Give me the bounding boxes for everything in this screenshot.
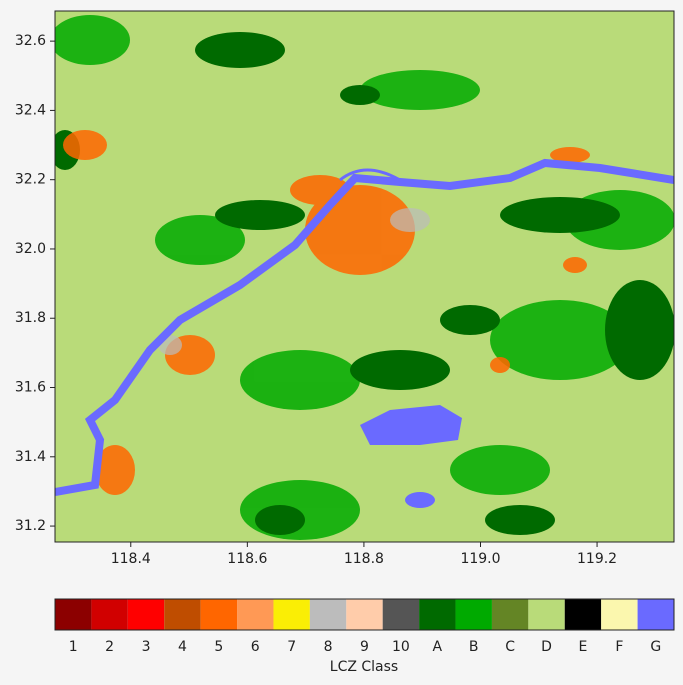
lake <box>405 492 435 508</box>
colorbar-title: LCZ Class <box>330 659 398 675</box>
y-tick-label: 32.0 <box>15 241 46 257</box>
map-image <box>55 11 674 542</box>
colorbar-label: D <box>541 639 552 655</box>
colorbar-label: 5 <box>214 639 223 655</box>
colorbar-label: 2 <box>105 639 114 655</box>
colorbar-swatch <box>55 599 92 630</box>
colorbar-label: 8 <box>324 639 333 655</box>
x-tick-label: 119.2 <box>577 551 617 567</box>
colorbar-swatch <box>455 599 492 630</box>
colorbar-label: 6 <box>251 639 260 655</box>
colorbar: 1 2 3 4 5 6 7 8 9 10 A B C D E F G <box>54 598 675 655</box>
colorbar-swatch <box>164 599 201 630</box>
map-frame <box>54 10 675 543</box>
lake <box>360 405 462 445</box>
colorbar-label: 1 <box>69 639 78 655</box>
colorbar-swatch <box>309 599 347 630</box>
x-tick-label: 118.4 <box>111 551 151 567</box>
colorbar-swatch <box>637 599 674 630</box>
colorbar-swatch <box>91 599 128 630</box>
colorbar-frame <box>54 598 675 631</box>
colorbar-swatch <box>528 599 565 630</box>
colorbar-label: A <box>433 639 443 655</box>
y-tick-label: 31.8 <box>15 310 46 326</box>
colorbar-label: 9 <box>360 639 369 655</box>
colorbar-swatch <box>200 599 238 630</box>
colorbar-label: F <box>615 639 623 655</box>
colorbar-swatch <box>382 599 420 630</box>
colorbar-swatch <box>127 599 165 630</box>
colorbar-swatch <box>564 599 602 630</box>
colorbar-label: G <box>650 639 661 655</box>
colorbar-label: C <box>505 639 515 655</box>
colorbar-swatch <box>419 599 456 630</box>
y-tick-label: 31.4 <box>15 449 46 465</box>
colorbar-label: 10 <box>392 639 410 655</box>
y-tick-label: 32.4 <box>15 102 46 118</box>
colorbar-label: E <box>579 639 588 655</box>
y-tick-label: 31.6 <box>15 380 46 396</box>
colorbar-swatch <box>491 599 529 630</box>
y-tick-label: 32.2 <box>15 172 46 188</box>
colorbar-label: B <box>469 639 479 655</box>
colorbar-label: 4 <box>178 639 187 655</box>
x-tick-label: 118.8 <box>344 551 384 567</box>
river <box>55 158 674 496</box>
x-tick-label: 118.6 <box>227 551 267 567</box>
colorbar-swatch <box>346 599 383 630</box>
colorbar-swatch <box>273 599 310 630</box>
colorbar-swatch <box>601 599 638 630</box>
river-branch <box>339 168 401 182</box>
y-tick-label: 31.2 <box>15 518 46 534</box>
axes: 118.4 118.6 118.8 119.0 119.2 31.2 31.4 31.6 31.… <box>15 33 617 567</box>
colorbar-label: 3 <box>142 639 151 655</box>
colorbar-swatch <box>237 599 274 630</box>
x-tick-label: 119.0 <box>460 551 500 567</box>
y-tick-label: 32.6 <box>15 33 46 49</box>
colorbar-label: 7 <box>287 639 296 655</box>
dense-trees <box>55 32 674 535</box>
